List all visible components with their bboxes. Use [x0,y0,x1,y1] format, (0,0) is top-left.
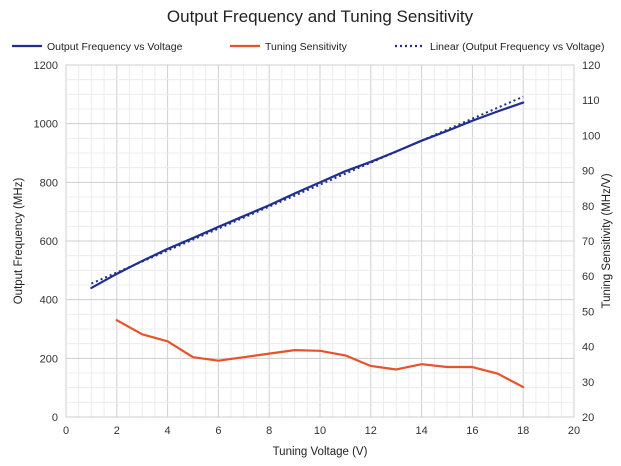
y-axis-left-ticks: 0 200 400 600 800 1000 1200 [34,60,58,424]
y2-tick-label: 120 [582,60,600,72]
x-tick-label: 4 [165,425,171,437]
y2-tick-label: 20 [582,412,594,424]
legend: Output Frequency vs Voltage Tuning Sensit… [12,41,605,53]
legend-label: Linear (Output Frequency vs Voltage) [430,41,605,53]
series-line-3 [91,95,524,285]
legend-label: Output Frequency vs Voltage [47,41,183,53]
x-axis-title: Tuning Voltage (V) [273,446,368,458]
x-axis-ticks: 0 2 4 6 8 10 12 14 16 18 20 [63,425,580,437]
y2-tick-label: 50 [582,306,594,318]
series-layer [90,95,525,389]
y2-tick-label: 90 [582,166,594,178]
y2-tick-label: 100 [582,130,600,142]
y-tick-label: 1200 [34,60,58,72]
y-tick-label: 1000 [34,119,58,131]
y2-tick-label: 110 [582,95,600,107]
y-tick-label: 800 [40,177,58,189]
chart-title: Output Frequency and Tuning Sensitivity [167,7,474,26]
y-tick-label: 200 [40,353,58,365]
y-axis-right-ticks: 20 30 40 50 60 70 80 90 100 110 120 [582,60,600,424]
x-tick-label: 6 [215,425,221,437]
x-tick-label: 10 [314,425,326,437]
x-tick-label: 18 [517,425,529,437]
legend-label: Tuning Sensitivity [265,41,348,53]
x-tick-label: 8 [266,425,272,437]
y-tick-label: 0 [52,412,58,424]
x-tick-label: 20 [568,425,580,437]
series-line-2 [115,319,525,389]
x-tick-label: 14 [415,425,427,437]
gridlines [65,64,575,418]
x-tick-label: 0 [63,425,69,437]
y2-tick-label: 40 [582,342,594,354]
y2-tick-label: 30 [582,377,594,389]
y-tick-label: 400 [40,295,58,307]
x-tick-label: 2 [114,425,120,437]
x-tick-label: 12 [365,425,377,437]
y-axis-left-title: Output Frequency (MHz) [13,178,25,305]
y2-tick-label: 80 [582,201,594,213]
y2-tick-label: 60 [582,271,594,283]
series-line-1 [90,101,525,290]
x-tick-label: 16 [466,425,478,437]
y2-tick-label: 70 [582,236,594,248]
y-axis-right-title: Tuning Sensitivity (MHz/V) [601,173,613,308]
y-tick-label: 600 [40,236,58,248]
